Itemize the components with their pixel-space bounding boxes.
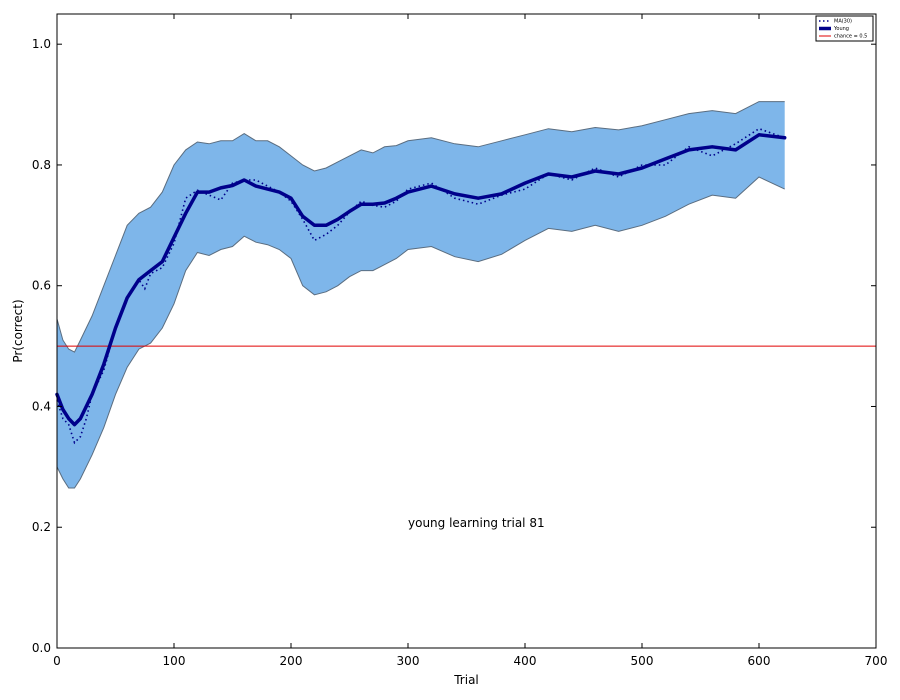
x-tick-label: 100 xyxy=(163,654,186,668)
x-tick-label: 400 xyxy=(514,654,537,668)
y-tick-label: 0.6 xyxy=(32,279,51,293)
legend-label-young: Young xyxy=(833,26,849,32)
series-lines-layer xyxy=(55,127,876,445)
y-tick-label: 0.8 xyxy=(32,158,51,172)
y-tick-label: 0.2 xyxy=(32,520,51,534)
legend: MA(30) Young chance = 0.5 xyxy=(815,15,874,42)
legend-label-ma30: MA(30) xyxy=(834,19,852,25)
legend-label-chance: chance = 0.5 xyxy=(834,34,867,40)
plot-frame xyxy=(56,13,877,649)
y-axis-label: Pr(correct) xyxy=(11,299,25,362)
confidence-band-layer xyxy=(56,101,785,489)
ticks-layer: 0 100 200 300 400 500 600 700 0.0 0.2 0.4 0.6 0.8 1.0 xyxy=(32,14,888,668)
x-tick-label: 300 xyxy=(397,654,420,668)
x-tick-label: 500 xyxy=(631,654,654,668)
confidence-band xyxy=(57,101,785,488)
y-tick-label: 0.0 xyxy=(32,641,51,655)
annotation-text: young learning trial 81 xyxy=(408,516,545,530)
x-tick-label: 600 xyxy=(748,654,771,668)
y-tick-label: 0.4 xyxy=(32,399,51,413)
band-lower-edge xyxy=(56,176,785,489)
x-tick-label: 200 xyxy=(280,654,303,668)
series-line-young xyxy=(55,133,787,427)
x-axis-label: Trial xyxy=(453,673,479,687)
band-upper-edge xyxy=(56,101,785,353)
y-tick-label: 1.0 xyxy=(32,37,51,51)
x-tick-label: 0 xyxy=(53,654,61,668)
x-tick-label: 700 xyxy=(865,654,888,668)
